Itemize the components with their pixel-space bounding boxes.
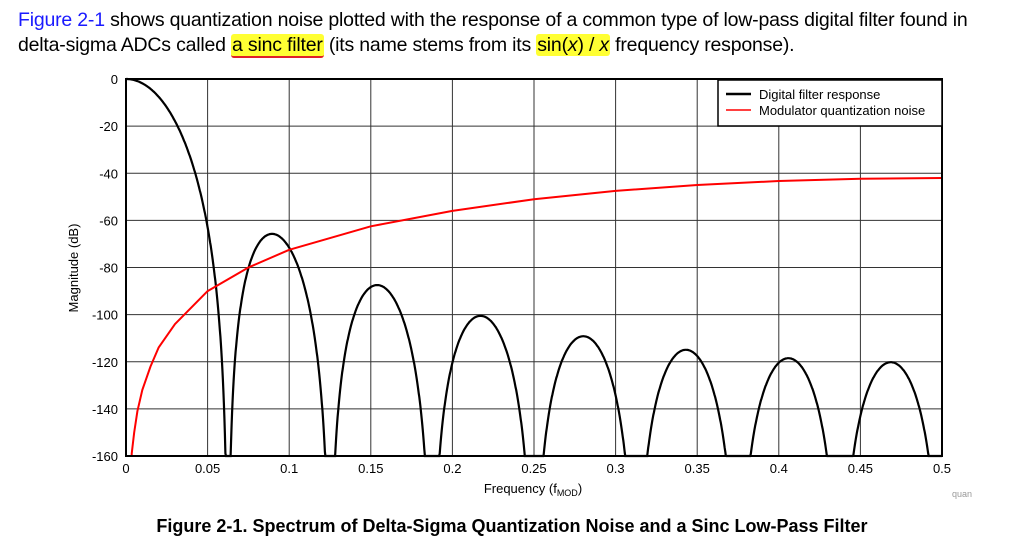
hl-x: x bbox=[599, 34, 609, 56]
paragraph-text: (its name stems from its bbox=[323, 34, 537, 56]
legend-label-filter: Digital filter response bbox=[759, 87, 880, 102]
x-label-end: ) bbox=[578, 481, 582, 496]
y-axis-label: Magnitude (dB) bbox=[66, 224, 81, 313]
filter-response-lobe bbox=[126, 77, 228, 458]
filter-response-lobe bbox=[534, 335, 636, 458]
x-tick-label: 0.4 bbox=[770, 461, 788, 476]
highlight-sinc-filter: a sinc filter bbox=[231, 34, 324, 58]
figure-link[interactable]: Figure 2-1 bbox=[18, 9, 105, 31]
filter-response-lobe bbox=[330, 284, 432, 458]
x-tick-label: 0.35 bbox=[685, 461, 710, 476]
x-tick-label: 0.2 bbox=[443, 461, 461, 476]
hl-x: x bbox=[567, 34, 578, 56]
hl-part: sin( bbox=[537, 34, 568, 56]
hl-part: ) / bbox=[577, 34, 600, 56]
plot-frame bbox=[125, 78, 943, 457]
x-tick-label: 0.5 bbox=[933, 461, 951, 476]
filter-response-lobe bbox=[840, 361, 942, 458]
y-tick-label: -60 bbox=[99, 213, 118, 228]
x-tick-label: 0.05 bbox=[195, 461, 220, 476]
y-tick-label: -100 bbox=[92, 308, 118, 323]
intro-paragraph: Figure 2-1 shows quantization noise plot… bbox=[18, 8, 1018, 58]
x-tick-label: 0.45 bbox=[848, 461, 873, 476]
x-tick-label: 0.3 bbox=[607, 461, 625, 476]
x-tick-label: 0.15 bbox=[358, 461, 383, 476]
x-tick-label: 0.25 bbox=[521, 461, 546, 476]
y-tick-label: -40 bbox=[99, 166, 118, 181]
x-tick-label: 0.1 bbox=[280, 461, 298, 476]
x-axis-label: Frequency (fMOD) bbox=[484, 481, 582, 498]
y-tick-label: 0 bbox=[111, 72, 118, 87]
y-tick-label: -80 bbox=[99, 261, 118, 276]
legend-label-noise: Modulator quantization noise bbox=[759, 103, 925, 118]
quantization-noise-line bbox=[130, 177, 943, 456]
y-tick-label: -120 bbox=[92, 355, 118, 370]
legend-box bbox=[717, 79, 943, 127]
watermark: quan bbox=[952, 489, 972, 499]
filter-response-lobe bbox=[738, 357, 840, 458]
y-tick-label: -20 bbox=[99, 119, 118, 134]
y-tick-label: -160 bbox=[92, 449, 118, 464]
x-tick-label: 0 bbox=[122, 461, 129, 476]
x-label-main: Frequency (f bbox=[484, 481, 557, 496]
paragraph-text: frequency response). bbox=[609, 34, 795, 56]
figure-caption: Figure 2-1. Spectrum of Delta-Sigma Quan… bbox=[156, 516, 868, 536]
filter-response-lobe bbox=[636, 348, 738, 458]
paragraph-text: shows quantization noise plotted with th… bbox=[18, 9, 968, 56]
highlight-sinx-x: sin(x) / x bbox=[536, 34, 610, 56]
filter-response-lobe bbox=[432, 314, 534, 458]
filter-response-lobe bbox=[228, 232, 330, 458]
legend: Digital filter response Modulator quanti… bbox=[717, 79, 943, 127]
x-label-sub: MOD bbox=[557, 488, 578, 498]
y-tick-label: -140 bbox=[92, 402, 118, 417]
